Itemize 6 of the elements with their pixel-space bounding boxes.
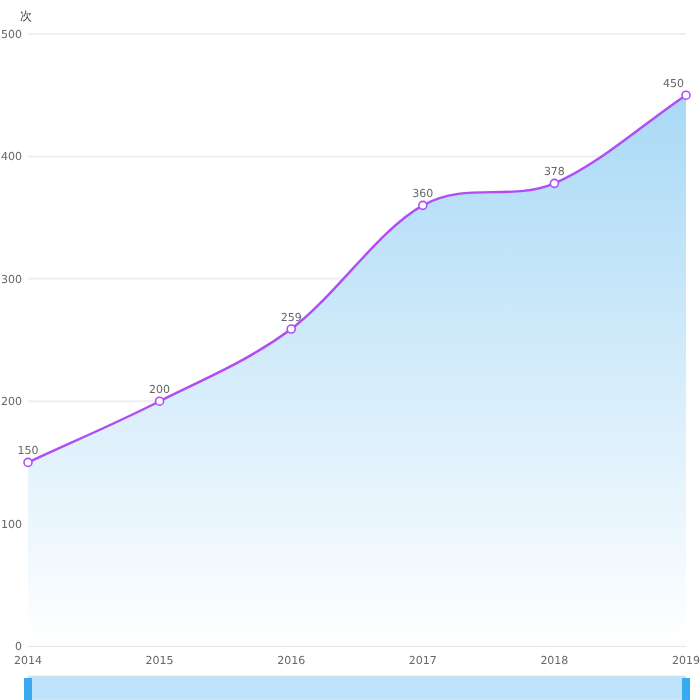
point	[286, 324, 296, 334]
point	[23, 457, 33, 468]
point	[681, 90, 691, 100]
point	[418, 200, 428, 211]
point	[549, 178, 560, 189]
point	[154, 396, 165, 406]
